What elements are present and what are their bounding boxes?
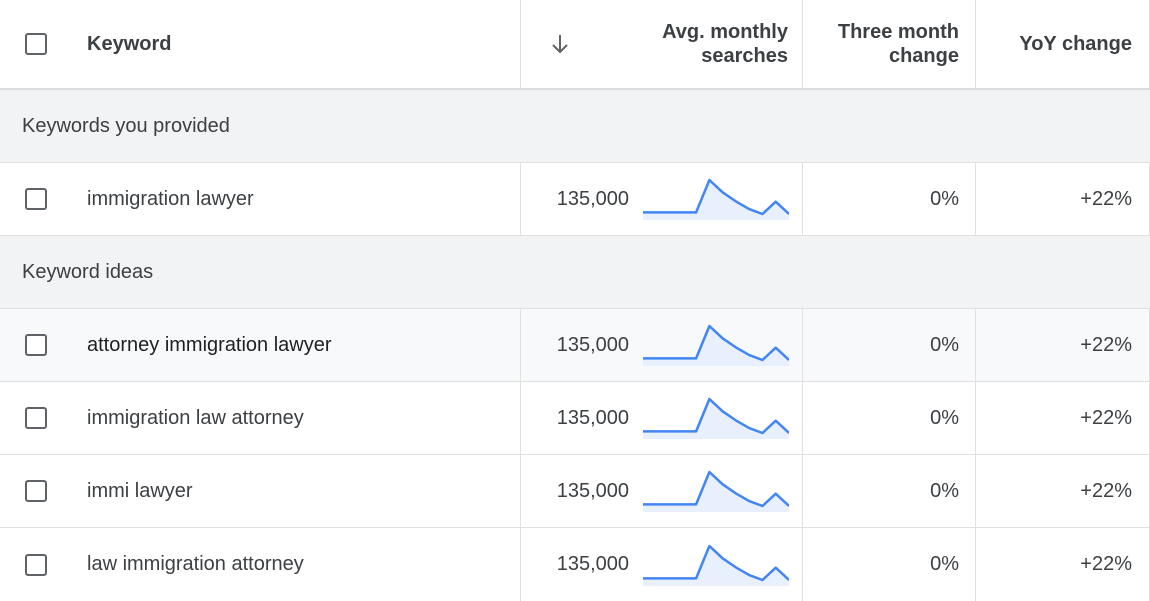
sparkline-line	[643, 544, 789, 581]
yoy-change-cell: +22%	[976, 163, 1150, 235]
table-row: immigration law attorney 135,000 0% +22%	[0, 382, 1150, 455]
avg-searches-value: 135,000	[556, 187, 629, 210]
avg-searches-cell: 135,000	[521, 455, 803, 527]
three-month-change-cell: 0%	[803, 382, 976, 454]
group-label: Keywords you provided	[22, 114, 230, 137]
yoy-change-cell: +22%	[976, 455, 1150, 527]
three-month-change-cell: 0%	[803, 163, 976, 235]
row-check-cell	[0, 528, 72, 601]
group-label: Keyword ideas	[22, 260, 154, 283]
table-header: Keyword Avg. monthly searches Three mont…	[0, 0, 1150, 90]
avg-monthly-header-label: Avg. monthly searches	[662, 20, 788, 68]
row-check-cell	[0, 455, 72, 527]
sparkline-line	[643, 178, 789, 216]
avg-searches-cell: 135,000	[521, 309, 803, 381]
yoy-header-label: YoY change	[1019, 33, 1132, 55]
avg-searches-value: 135,000	[556, 406, 629, 429]
trend-sparkline	[643, 470, 789, 512]
yoy-change-cell: +22%	[976, 382, 1150, 454]
row-checkbox[interactable]	[25, 407, 47, 429]
table-row: attorney immigration lawyer 135,000 0% +…	[0, 309, 1150, 382]
table-row: immigration lawyer 135,000 0% +22%	[0, 163, 1150, 236]
keyword-column-header[interactable]: Keyword	[72, 0, 521, 88]
keyword-cell[interactable]: law immigration attorney	[72, 528, 521, 601]
avg-searches-cell: 135,000	[521, 163, 803, 235]
keyword-header-label: Keyword	[87, 32, 172, 55]
avg-searches-cell: 135,000	[521, 528, 803, 601]
select-all-cell	[0, 0, 72, 88]
sparkline-line	[643, 470, 789, 508]
row-checkbox[interactable]	[25, 553, 47, 576]
group-keywords-provided: Keywords you provided	[0, 90, 1150, 163]
row-check-cell	[0, 309, 72, 381]
avg-monthly-searches-header[interactable]: Avg. monthly searches	[521, 0, 803, 88]
row-check-cell	[0, 163, 72, 235]
select-all-checkbox[interactable]	[25, 33, 47, 55]
yoy-change-cell: +22%	[976, 528, 1150, 601]
trend-sparkline	[643, 324, 789, 366]
sparkline-area	[643, 180, 789, 220]
sparkline-area	[643, 545, 789, 586]
trend-sparkline	[643, 544, 789, 586]
group-keyword-ideas: Keyword ideas	[0, 236, 1150, 309]
sparkline-area	[643, 472, 789, 512]
row-check-cell	[0, 382, 72, 454]
keyword-cell[interactable]: immi lawyer	[72, 455, 521, 527]
table-row: law immigration attorney 135,000 0% +22%	[0, 528, 1150, 601]
three-month-header-line1: Three month	[837, 21, 959, 43]
three-month-change-header[interactable]: Three month change	[803, 0, 976, 88]
three-month-header-line2: change	[888, 45, 959, 67]
avg-searches-cell: 135,000	[521, 382, 803, 454]
keyword-cell[interactable]: immigration law attorney	[72, 382, 521, 454]
three-month-change-cell: 0%	[803, 528, 976, 601]
keyword-cell[interactable]: attorney immigration lawyer	[72, 309, 521, 381]
sparkline-line	[643, 324, 789, 362]
sparkline-area	[643, 399, 789, 439]
keyword-cell[interactable]: immigration lawyer	[72, 163, 521, 235]
three-month-change-cell: 0%	[803, 309, 976, 381]
sparkline-line	[643, 397, 789, 435]
row-checkbox[interactable]	[25, 334, 47, 356]
row-checkbox[interactable]	[25, 188, 47, 210]
row-checkbox[interactable]	[25, 480, 47, 502]
three-month-header-label: Three month change	[819, 20, 959, 68]
avg-monthly-header-line1: Avg. monthly	[662, 21, 788, 43]
avg-searches-value: 135,000	[556, 479, 629, 502]
arrow-down-icon[interactable]	[549, 32, 571, 56]
avg-searches-value: 135,000	[556, 333, 629, 356]
avg-searches-value: 135,000	[556, 553, 629, 575]
yoy-change-header[interactable]: YoY change	[976, 0, 1150, 88]
trend-sparkline	[643, 397, 789, 439]
avg-monthly-header-line2: searches	[701, 45, 788, 67]
three-month-change-cell: 0%	[803, 455, 976, 527]
yoy-change-cell: +22%	[976, 309, 1150, 381]
sparkline-area	[643, 326, 789, 366]
table-row: immi lawyer 135,000 0% +22%	[0, 455, 1150, 528]
trend-sparkline	[643, 178, 789, 220]
